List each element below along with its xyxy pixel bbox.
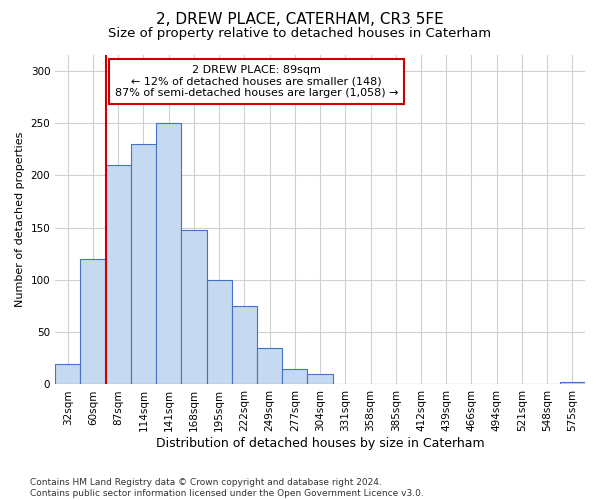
Bar [232, 306, 257, 384]
Y-axis label: Number of detached properties: Number of detached properties [15, 132, 25, 308]
Bar [55, 364, 80, 384]
Text: Contains HM Land Registry data © Crown copyright and database right 2024.
Contai: Contains HM Land Registry data © Crown c… [30, 478, 424, 498]
Text: 2 DREW PLACE: 89sqm
← 12% of detached houses are smaller (148)
87% of semi-detac: 2 DREW PLACE: 89sqm ← 12% of detached ho… [115, 65, 398, 98]
Bar [560, 382, 585, 384]
Bar [131, 144, 156, 384]
Bar [106, 165, 131, 384]
Bar [181, 230, 206, 384]
Bar [80, 259, 106, 384]
Bar [307, 374, 332, 384]
Text: Size of property relative to detached houses in Caterham: Size of property relative to detached ho… [109, 28, 491, 40]
Bar [282, 369, 307, 384]
Bar [257, 348, 282, 385]
Bar [206, 280, 232, 384]
Bar [156, 123, 181, 384]
Text: 2, DREW PLACE, CATERHAM, CR3 5FE: 2, DREW PLACE, CATERHAM, CR3 5FE [156, 12, 444, 28]
X-axis label: Distribution of detached houses by size in Caterham: Distribution of detached houses by size … [156, 437, 484, 450]
